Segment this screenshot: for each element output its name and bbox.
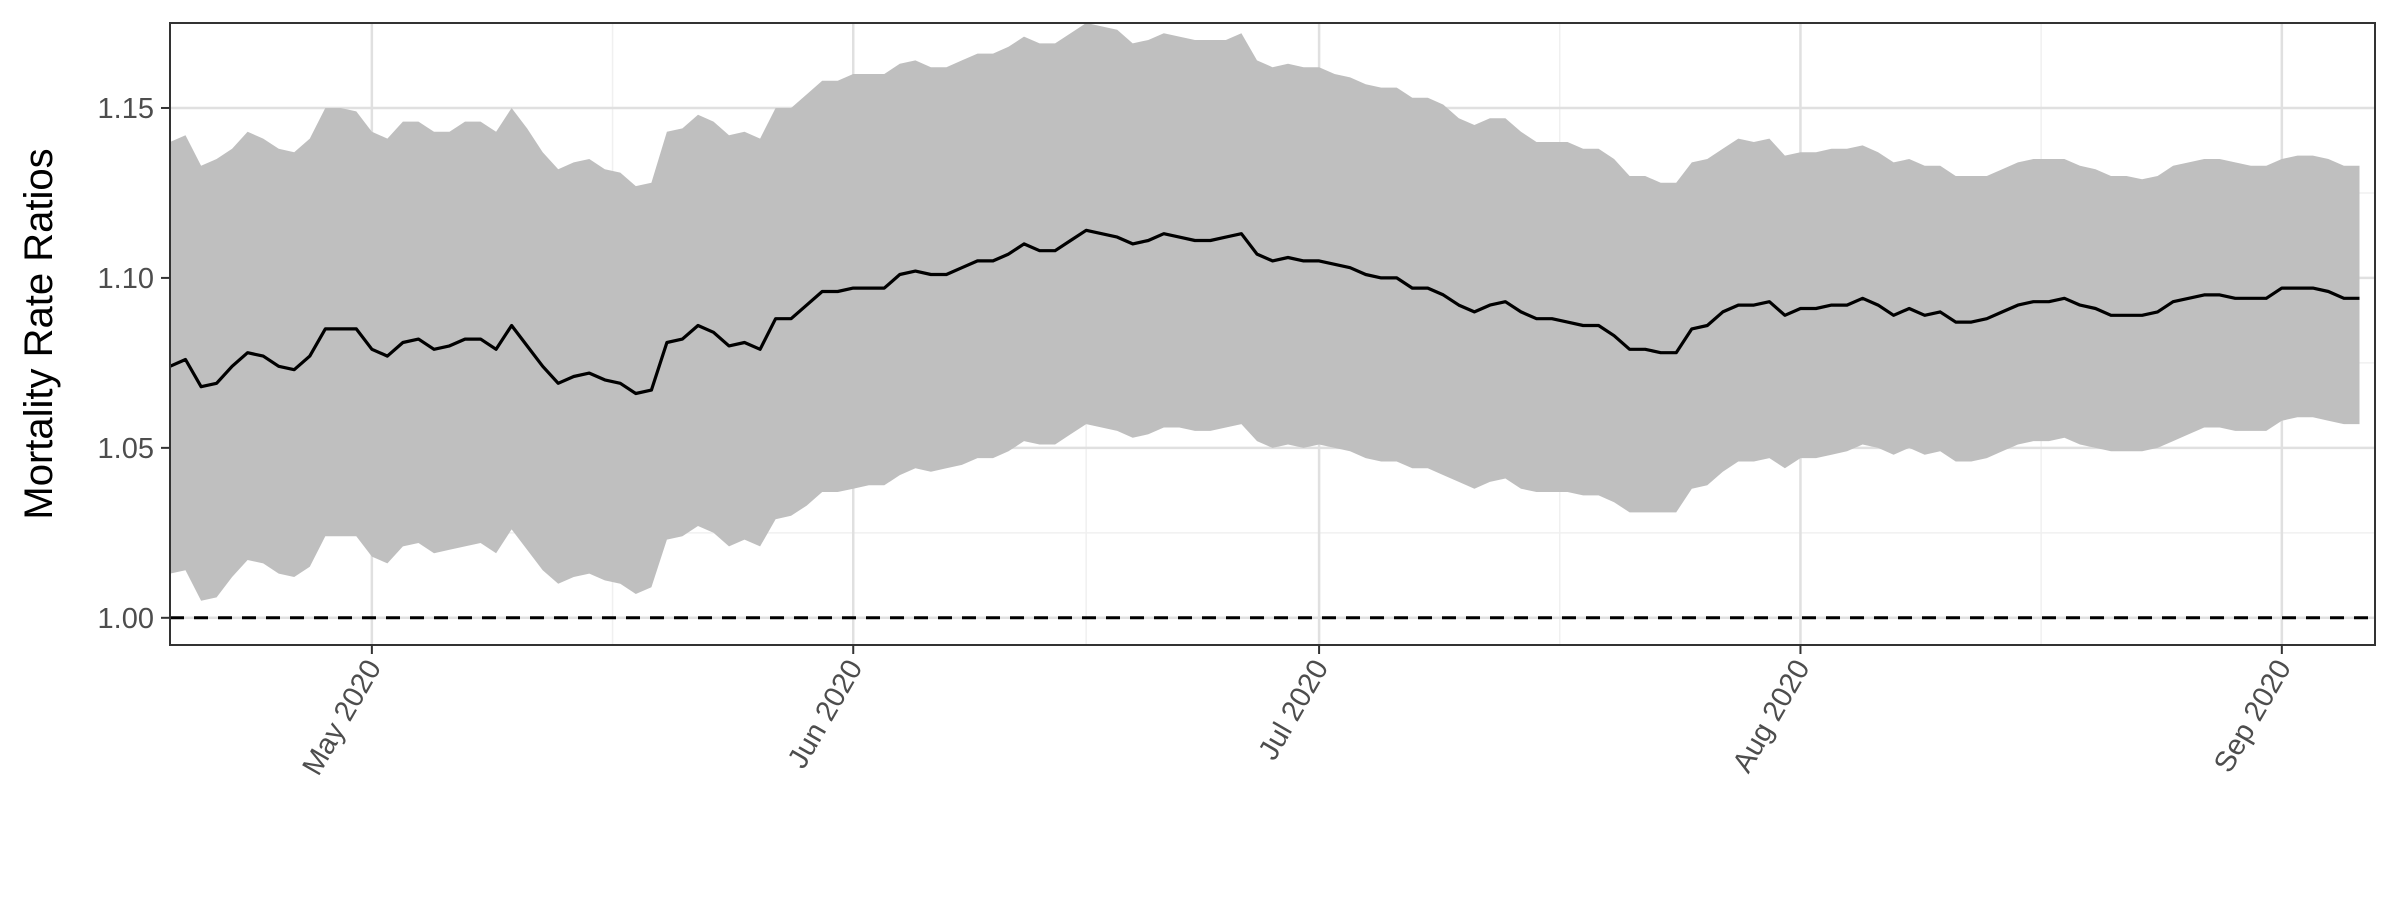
y-tick-label: 1.05 xyxy=(98,433,154,465)
y-tick-label: 1.15 xyxy=(98,93,154,125)
y-axis: 1.00 1.05 1.10 1.15 xyxy=(98,93,170,635)
panel-border xyxy=(169,22,2376,646)
estimate-line xyxy=(169,228,2360,396)
x-axis: May 2020 Jun 2020 Jul 2020 Aug 2020 Sep 2020 xyxy=(297,645,2298,781)
y-axis-title: Mortality Rate Ratios xyxy=(17,148,61,519)
x-tick-label: Jul 2020 xyxy=(1253,655,1336,766)
confidence-band xyxy=(170,23,2360,601)
y-tick-label: 1.10 xyxy=(98,263,154,295)
y-tick-label: 1.00 xyxy=(98,603,154,635)
x-tick-label: May 2020 xyxy=(297,655,388,781)
x-tick-label: Jun 2020 xyxy=(782,655,869,774)
x-tick-label: Sep 2020 xyxy=(2208,655,2298,779)
x-tick-label: Aug 2020 xyxy=(1727,655,1817,779)
